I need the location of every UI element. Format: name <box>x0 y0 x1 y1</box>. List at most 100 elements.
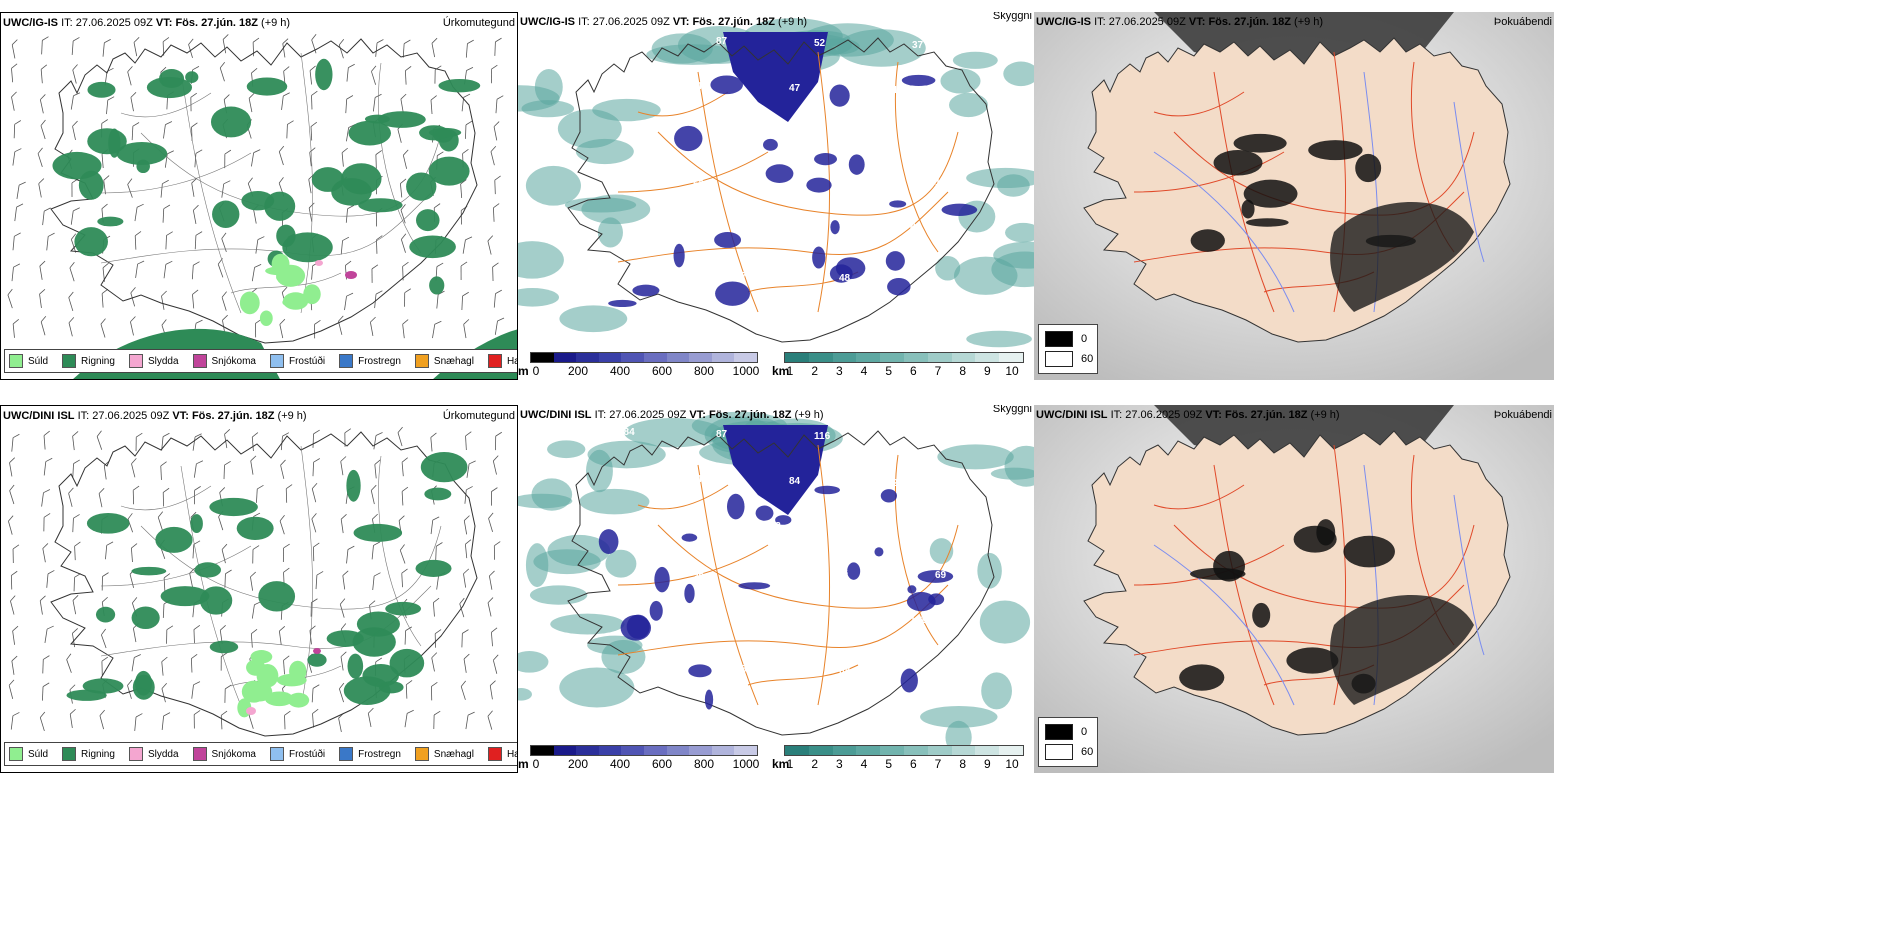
legend-swatch <box>339 354 354 368</box>
legend-item: Frostregn <box>339 354 401 368</box>
fog-legend-item: 60 <box>1045 744 1093 760</box>
legend-item: Haglél <box>487 747 517 761</box>
cloudbase-label: 140 <box>691 81 708 92</box>
cloudbase-label: 101 <box>935 177 952 188</box>
legend-item: Frostregn <box>339 747 401 761</box>
legend-swatch <box>414 354 429 368</box>
precip-legend: Súld Rigning Slydda Snjókoma Frostúði Frostre… <box>4 349 517 373</box>
legend-label: Frostúði <box>288 355 326 367</box>
model-name: UWC/IG-IS <box>3 17 58 29</box>
cloudbase-label: 61 <box>887 85 899 96</box>
fog-legend-label: 0 <box>1081 726 1088 738</box>
colorbar-tick: 800 <box>693 757 715 771</box>
cloudbase-label: 69 <box>935 570 947 581</box>
colorbar-tick: 200 <box>567 757 589 771</box>
cloudbase-label: 68 <box>839 666 851 677</box>
cloudbase-label: 12 <box>668 617 680 628</box>
legend-swatch <box>487 354 502 368</box>
legend-swatch <box>62 354 77 368</box>
model-name: UWC/DINI ISL <box>520 409 592 421</box>
panel-header: UWC/IG-IS IT: 27.06.2025 09Z VT: Fös. 27… <box>1034 12 1554 32</box>
init-time: 27.06.2025 09Z <box>75 17 153 29</box>
colorbar-tick: 1000 <box>732 757 760 771</box>
colorbar-tick: 0 <box>532 364 540 378</box>
lead-time: (+9 h) <box>277 410 307 422</box>
colorbar-unit: km <box>772 364 790 378</box>
panel-title: Skyggni <box>992 405 1032 415</box>
legend-label: Rigning <box>81 355 115 367</box>
fog-panel-row1: UWC/IG-IS IT: 27.06.2025 09Z VT: Fös. 27… <box>1034 12 1554 380</box>
cloudbase-label: 311 <box>618 34 635 45</box>
panel-title: Skyggni <box>992 12 1032 22</box>
legend-item: Slydda <box>128 747 179 761</box>
panel-title: Úrkomutegund <box>442 410 515 422</box>
colorbar-tick: 10 <box>1005 364 1019 378</box>
panel-header: UWC/DINI ISL IT: 27.06.2025 09Z VT: Fös.… <box>1 406 517 426</box>
fog-map-row2 <box>1034 405 1554 773</box>
colorbar-tick: 6 <box>909 757 917 771</box>
colorbar-tick: 600 <box>651 364 673 378</box>
cloudbase-label: 56 <box>620 132 632 143</box>
colorbar-tick: 10 <box>1005 757 1019 771</box>
legend-item: Snæhagl <box>414 747 474 761</box>
model-name: UWC/IG-IS <box>520 16 575 28</box>
cloudbase-label: 248 <box>764 521 781 532</box>
colorbar-tick: 600 <box>651 757 673 771</box>
legend-label: Snæhagl <box>433 748 474 760</box>
legend-label: Súld <box>28 355 49 367</box>
model-name: UWC/DINI ISL <box>1036 409 1108 421</box>
init-time: 27.06.2025 09Z <box>92 410 170 422</box>
cloudbase-label: 116 <box>814 431 831 442</box>
colorbar-tick: 2 <box>811 757 818 771</box>
legend-label: Frostregn <box>358 355 401 367</box>
colorbar-tick: 400 <box>609 364 631 378</box>
cloudbase-label: 47 <box>789 83 801 94</box>
colorbar-tick: 6 <box>909 364 917 378</box>
panel-title: Þokuábendi <box>1493 409 1552 421</box>
legend-item: Frostúði <box>269 354 326 368</box>
colorbar-tick: 8 <box>959 757 966 771</box>
legend-label: Rigning <box>81 748 115 760</box>
legend-label: Haglél <box>506 748 517 760</box>
precip-panel-row1: UWC/IG-IS IT: 27.06.2025 09Z VT: Fös. 27… <box>0 12 518 380</box>
fog-legend-label: 60 <box>1081 353 1094 365</box>
legend-label: Súld <box>28 748 49 760</box>
fog-legend: 0 60 <box>1038 324 1098 374</box>
cloudbase-label: 38 <box>693 572 705 583</box>
colorbar-tick: 8 <box>959 364 966 378</box>
legend-label: Slydda <box>147 748 179 760</box>
colorbar-tick: 4 <box>860 757 868 771</box>
colorbar-tick: 4 <box>860 364 868 378</box>
valid-time: Fös. 27.jún. 18Z <box>175 17 258 29</box>
cloudbase-label: 71 <box>620 525 632 536</box>
fog-legend-swatch <box>1045 331 1073 347</box>
legend-item: Súld <box>9 747 48 761</box>
legend-label: Frostúði <box>288 748 326 760</box>
colorbar-tick: 1000 <box>732 364 760 378</box>
cloudbase-label: 69 <box>862 130 874 141</box>
cloudbase-label: 58 <box>645 87 657 98</box>
cloudbase-label: 284 <box>618 427 635 438</box>
colorbar-tick: 5 <box>885 757 892 771</box>
legend-item: Haglél <box>487 354 517 368</box>
panel-title: Þokuábendi <box>1493 16 1552 28</box>
fog-legend-swatch <box>1045 724 1073 740</box>
valid-time: Fös. 27.jún. 18Z <box>191 410 275 422</box>
legend-swatch <box>128 354 143 368</box>
legend-item: Snjókoma <box>192 354 256 368</box>
cloudbase-label: 111 <box>910 615 926 626</box>
colorbar-tick: 3 <box>835 757 843 771</box>
fog-legend-item: 0 <box>1045 331 1087 347</box>
colorbar-tick: 1 <box>786 757 794 771</box>
cloudbase-label: 92 <box>643 662 655 673</box>
cloudbase-label: 70 <box>862 523 874 534</box>
colorbar-tick: 7 <box>934 364 942 378</box>
lead-time: (+9 h) <box>261 17 291 29</box>
model-name: UWC/DINI ISL <box>3 410 75 422</box>
cloudbase-label: 52 <box>814 38 826 49</box>
cloudbase-label: 53 <box>693 179 705 190</box>
legend-swatch <box>487 747 502 761</box>
cloudbase-label: 84 <box>741 664 753 675</box>
visibility-colorbar: km 1 2 3 4 5 6 7 8 9 10 <box>772 350 1034 378</box>
cloudbase-label: 79 <box>766 226 778 237</box>
